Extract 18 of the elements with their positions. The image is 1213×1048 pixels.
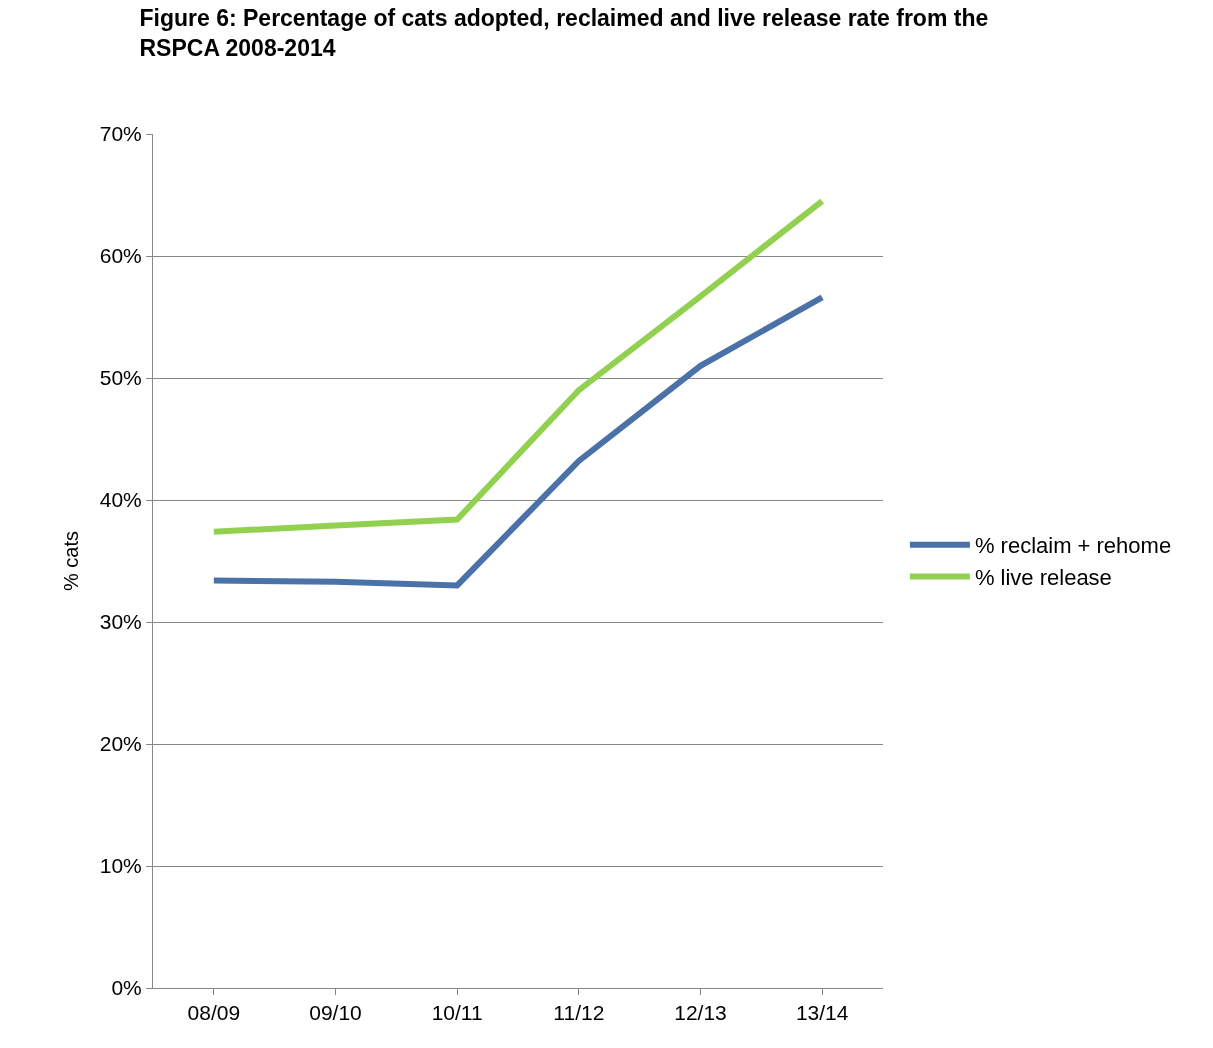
- y-tick-label: 10%: [99, 854, 142, 878]
- y-tick-label: 30%: [99, 610, 142, 634]
- x-tick-label: 11/12: [553, 1001, 605, 1025]
- y-axis-title: % cats: [60, 530, 83, 592]
- legend-label: % live release: [974, 564, 1112, 590]
- y-tick-label: 70%: [99, 122, 142, 146]
- x-tick-label: 12/13: [674, 1001, 727, 1025]
- y-tick-label: 50%: [99, 366, 142, 390]
- y-tick-label: 0%: [111, 976, 142, 1000]
- x-tick-label: 10/11: [431, 1001, 483, 1025]
- x-tick-label: 13/14: [795, 1001, 849, 1025]
- x-tick-label: 08/09: [187, 1001, 241, 1025]
- legend-label: % reclaim + rehome: [974, 533, 1172, 559]
- y-tick-label: 20%: [99, 732, 142, 756]
- chart-title: Figure 6: Percentage of cats adopted, reclaimed and live release rate from the RSPCA 2008-2014: [139, 5, 989, 62]
- y-tick-label: 40%: [99, 488, 142, 512]
- x-tick-label: 09/10: [309, 1001, 362, 1025]
- y-tick-label: 60%: [99, 244, 142, 268]
